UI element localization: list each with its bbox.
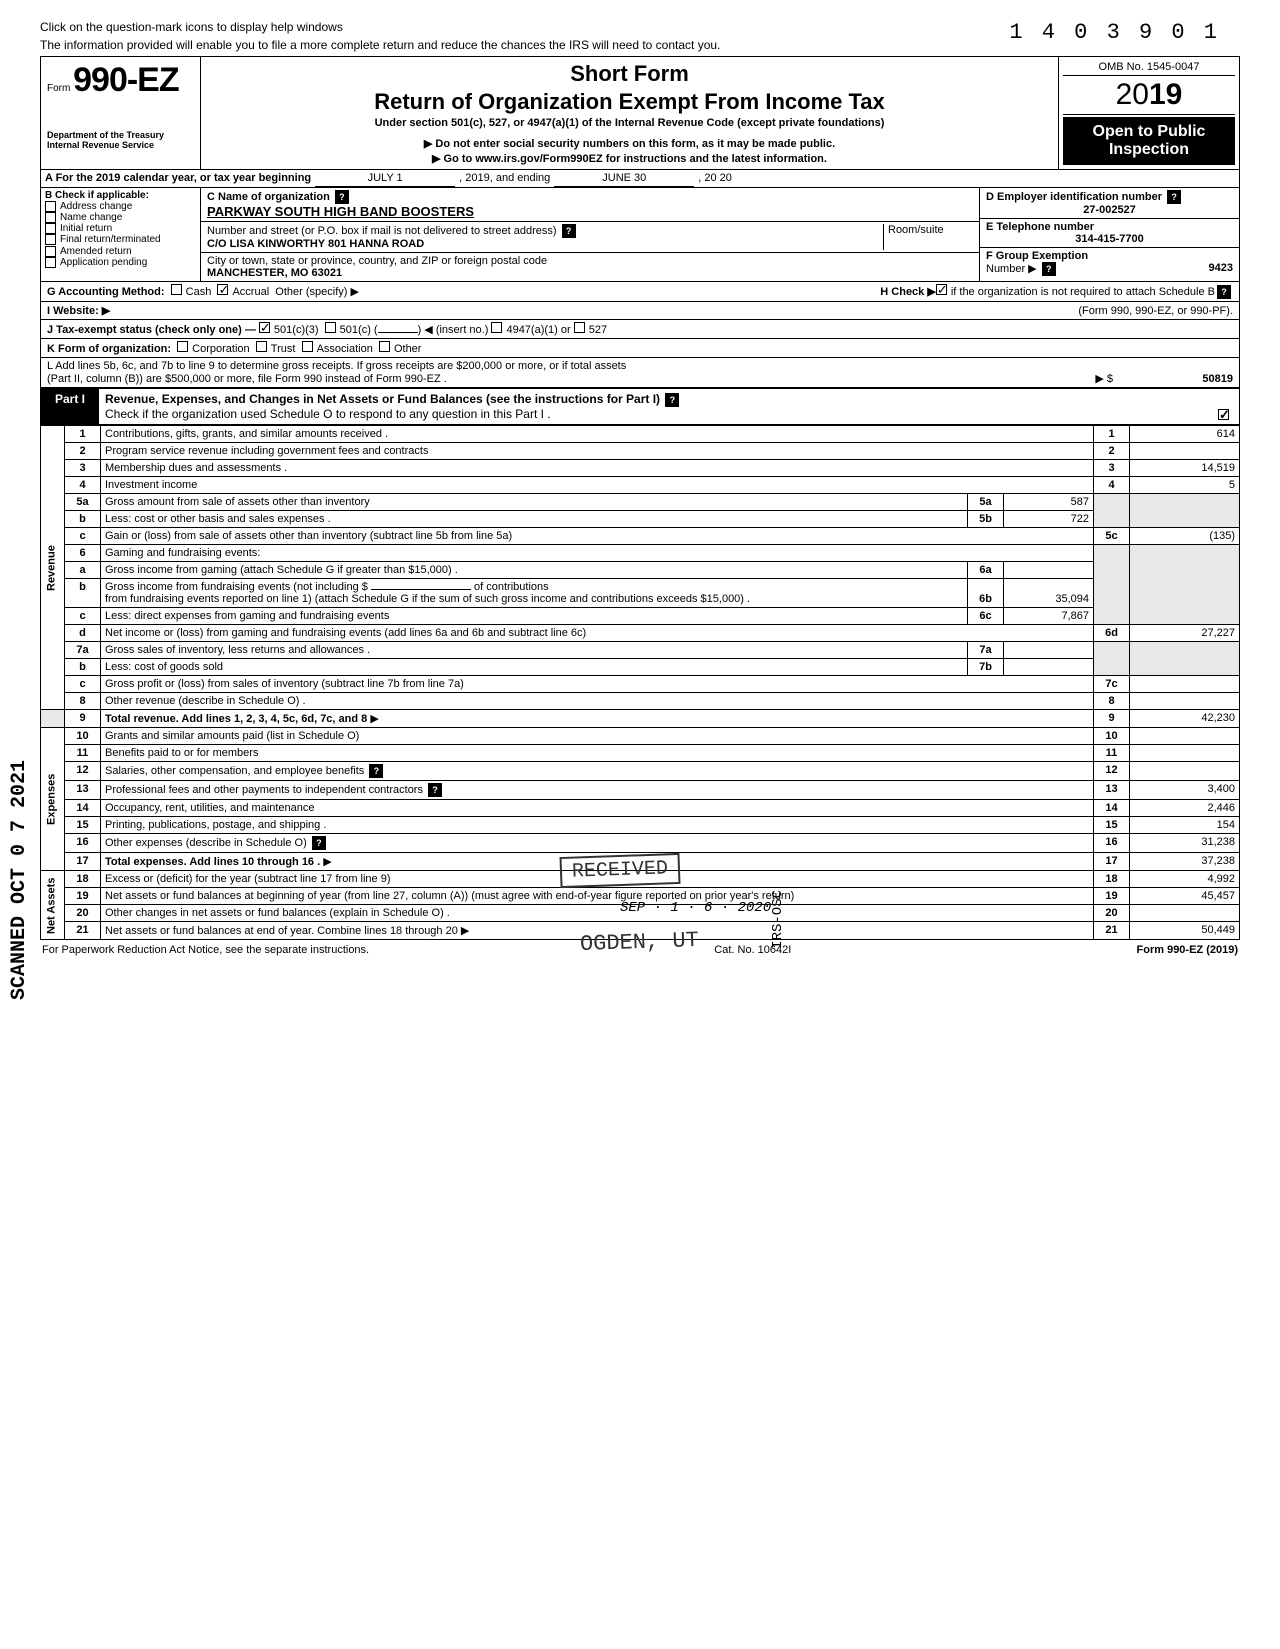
val-6a: [1004, 562, 1094, 579]
val-4: 5: [1130, 477, 1240, 494]
cb-schedule-o[interactable]: [1218, 409, 1229, 420]
section-b-to-f: B Check if applicable: Address change Na…: [40, 188, 1240, 282]
row-i: I Website: ▶ (Form 990, 990-EZ, or 990-P…: [40, 302, 1240, 320]
cb-address-change[interactable]: [45, 201, 56, 212]
cb-amended[interactable]: [45, 246, 56, 257]
year-end: JUNE 30: [554, 170, 694, 187]
ogden-stamp: OGDEN, UT: [580, 928, 700, 957]
ein: 27-002527: [986, 204, 1233, 216]
b-header: B Check if applicable:: [45, 190, 196, 201]
val-15: 154: [1130, 817, 1240, 834]
form-title: Return of Organization Exempt From Incom…: [209, 89, 1050, 115]
cb-pending[interactable]: [45, 257, 56, 268]
revenue-label: Revenue: [41, 426, 65, 710]
note-url: ▶ Go to www.irs.gov/Form990EZ for instru…: [209, 152, 1050, 165]
cb-final-return[interactable]: [45, 234, 56, 245]
val-5b: 722: [1004, 511, 1094, 528]
row-a: A For the 2019 calendar year, or tax yea…: [40, 170, 1240, 188]
open-to-public: Open to Public Inspection: [1063, 117, 1235, 165]
cb-trust[interactable]: [256, 341, 267, 352]
val-6d: 27,227: [1130, 625, 1240, 642]
note-ssn: ▶ Do not enter social security numbers o…: [209, 137, 1050, 150]
val-14: 2,446: [1130, 800, 1240, 817]
val-6b: 35,094: [1004, 579, 1094, 608]
received-stamp: RECEIVED: [559, 853, 680, 888]
val-5a: 587: [1004, 494, 1094, 511]
irs-osc-stamp: IRS-OSC: [770, 890, 786, 949]
cb-527[interactable]: [574, 322, 585, 333]
year-begin: JULY 1: [315, 170, 455, 187]
phone: 314-415-7700: [986, 233, 1233, 245]
val-16: 31,238: [1130, 834, 1240, 853]
row-k: K Form of organization: Corporation Trus…: [40, 339, 1240, 358]
val-1: 614: [1130, 426, 1240, 443]
val-3: 14,519: [1130, 460, 1240, 477]
short-form: Short Form: [209, 61, 1050, 87]
val-18: 4,992: [1130, 871, 1240, 888]
expenses-label: Expenses: [41, 728, 65, 871]
help-icon[interactable]: ?: [562, 224, 576, 238]
row-j: J Tax-exempt status (check only one) — 5…: [40, 320, 1240, 339]
net-assets-label: Net Assets: [41, 871, 65, 940]
omb-number: OMB No. 1545-0047: [1063, 61, 1235, 76]
val-6c: 7,867: [1004, 608, 1094, 625]
cb-accrual[interactable]: [217, 284, 228, 295]
val-2: [1130, 443, 1240, 460]
val-9: 42,230: [1130, 710, 1240, 728]
gross-receipts: 50819: [1113, 373, 1233, 385]
group-exemption: 9423: [1209, 262, 1233, 274]
form-prefix: Form: [47, 83, 70, 94]
cb-cash[interactable]: [171, 284, 182, 295]
form-number: 990-EZ: [73, 61, 179, 99]
row-g-h: G Accounting Method: Cash Accrual Other …: [40, 282, 1240, 302]
help-icon[interactable]: ?: [335, 190, 349, 204]
help-icon[interactable]: ?: [1217, 285, 1231, 299]
org-address: C/O LISA KINWORTHY 801 HANNA ROAD: [207, 238, 424, 250]
tax-year: 2019: [1063, 76, 1235, 115]
dept-1: Department of the Treasury: [47, 130, 194, 140]
val-13: 3,400: [1130, 781, 1240, 800]
received-date: SEP · 1 · 6 · 2020: [620, 900, 771, 916]
val-19: 45,457: [1130, 888, 1240, 905]
cb-501c[interactable]: [325, 322, 336, 333]
cb-501c3[interactable]: [259, 322, 270, 333]
cb-4947[interactable]: [491, 322, 502, 333]
cb-name-change[interactable]: [45, 212, 56, 223]
help-icon[interactable]: ?: [1167, 190, 1181, 204]
val-21: 50,449: [1130, 922, 1240, 940]
cb-other-org[interactable]: [379, 341, 390, 352]
dept-2: Internal Revenue Service: [47, 140, 194, 150]
org-city: MANCHESTER, MO 63021: [207, 267, 342, 279]
dln-code: 1 4 0 3 9 0 1: [1009, 20, 1220, 45]
help-icon[interactable]: ?: [1042, 262, 1056, 276]
help-icon[interactable]: ?: [665, 393, 679, 407]
org-name: PARKWAY SOUTH HIGH BAND BOOSTERS: [207, 204, 474, 219]
row-l: L Add lines 5b, 6c, and 7b to line 9 to …: [40, 358, 1240, 388]
part-1-header: Part I Revenue, Expenses, and Changes in…: [40, 388, 1240, 425]
scanned-stamp: SCANNED OCT 0 7 2021: [8, 760, 31, 1000]
cb-schedule-b[interactable]: [936, 284, 947, 295]
val-5c: (135): [1130, 528, 1240, 545]
cb-corp[interactable]: [177, 341, 188, 352]
cb-assoc[interactable]: [302, 341, 313, 352]
form-subtitle: Under section 501(c), 527, or 4947(a)(1)…: [209, 117, 1050, 129]
form-header: Form 990-EZ Department of the Treasury I…: [40, 56, 1240, 170]
cb-initial-return[interactable]: [45, 223, 56, 234]
val-17: 37,238: [1130, 853, 1240, 871]
